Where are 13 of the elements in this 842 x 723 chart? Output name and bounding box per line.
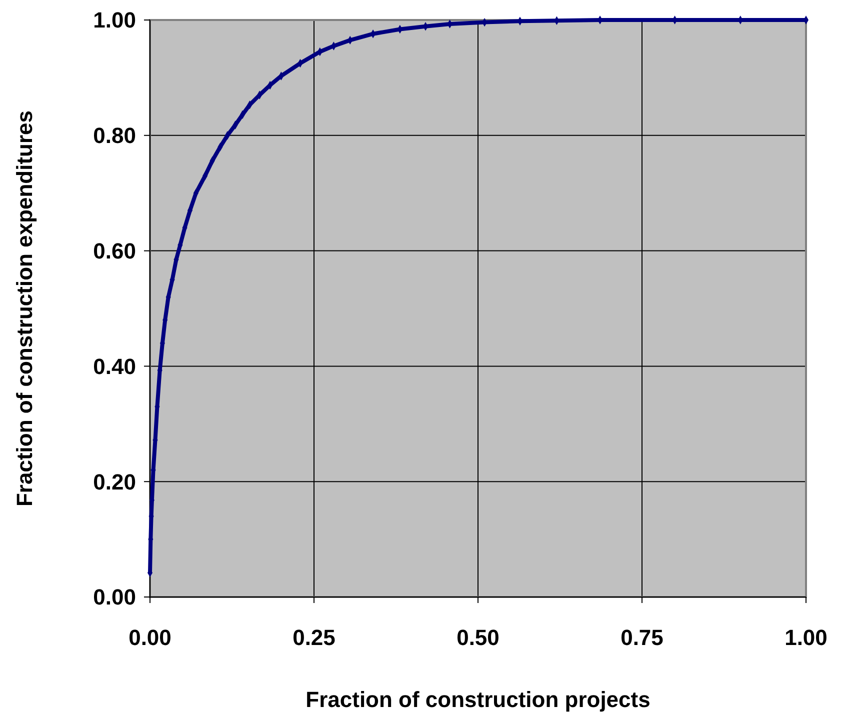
y-tick-label: 0.60: [93, 238, 136, 264]
y-tick-label: 0.40: [93, 354, 136, 379]
y-tick-label: 0.00: [93, 584, 136, 610]
x-tick-label: 0.00: [128, 625, 172, 650]
y-tick-label: 0.20: [93, 469, 136, 494]
x-axis-title: Fraction of construction projects: [306, 687, 650, 712]
y-tick-label: 0.80: [93, 123, 136, 148]
x-tick-label: 0.75: [620, 625, 664, 650]
y-tick-label: 1.00: [93, 8, 136, 33]
x-tick-label: 0.25: [292, 625, 336, 650]
x-tick-label: 1.00: [784, 625, 828, 650]
y-axis-title: Fraction of construction expenditures: [12, 110, 37, 507]
x-tick-label: 0.50: [456, 625, 500, 650]
